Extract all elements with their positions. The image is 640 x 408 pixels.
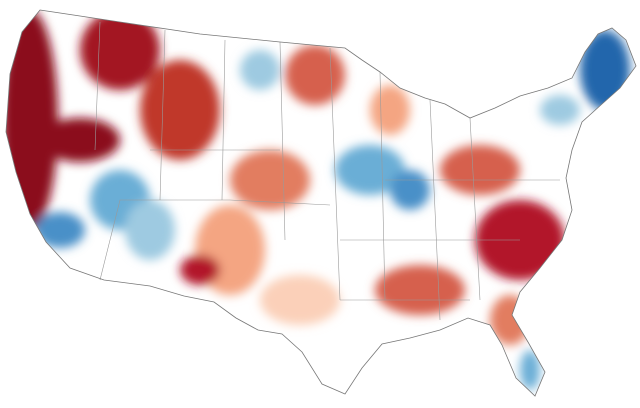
state-borders [94, 21, 560, 321]
anomaly-blobs [6, 10, 630, 390]
